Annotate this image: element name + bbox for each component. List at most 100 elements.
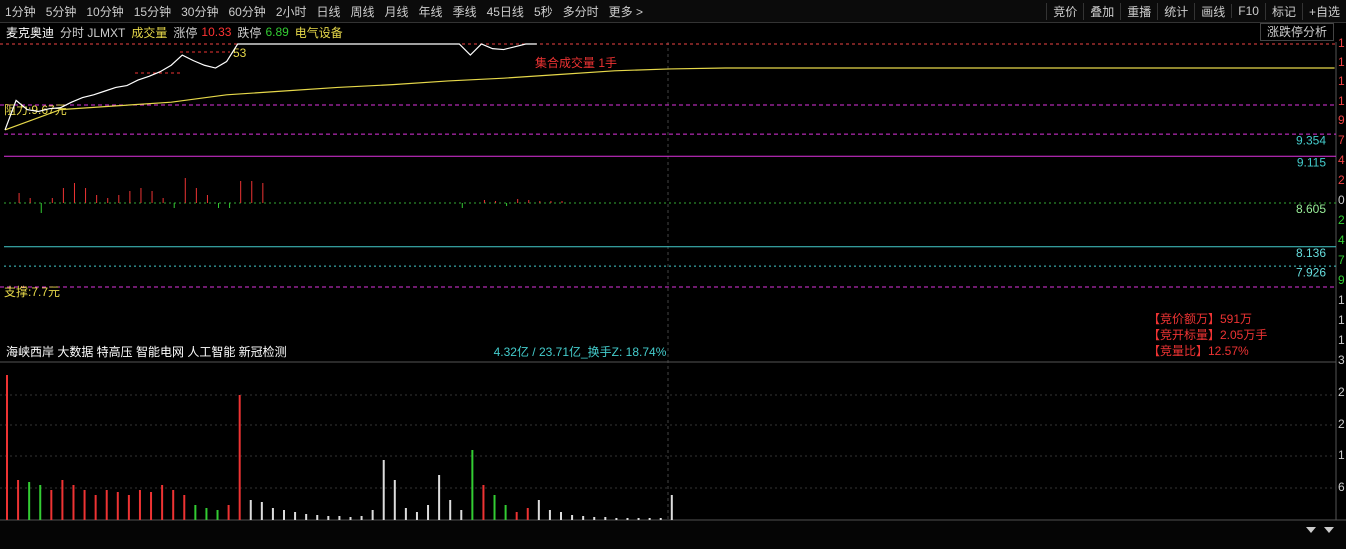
axis-label: 1 xyxy=(1338,94,1345,108)
volume-bar xyxy=(105,490,108,520)
scroll-arrow[interactable] xyxy=(1306,527,1316,533)
period-tabs: 1分钟 5分钟 10分钟 15分钟 30分钟 60分钟 2小时 日线 周线 月线 年线 季线 45日线 5… xyxy=(0,0,648,22)
concepts: 海峡西岸 大数据 特高压 智能电网 人工智能 新冠检测 xyxy=(6,344,287,359)
volume-bar xyxy=(127,495,130,520)
volume-bar xyxy=(17,480,20,520)
period-tab[interactable]: 更多 > xyxy=(608,4,643,19)
resistance-label: 阻力:9.67元 xyxy=(4,103,67,117)
tool-button[interactable]: 画线 xyxy=(1194,2,1231,20)
volume-bar xyxy=(39,485,42,520)
volume-bar xyxy=(393,480,396,520)
tool-button[interactable]: +自选 xyxy=(1301,2,1346,20)
volume-bar xyxy=(205,508,208,520)
period-tab[interactable]: 30分钟 xyxy=(181,4,219,19)
volume-bar xyxy=(449,500,452,520)
period-tab[interactable]: 45日线 xyxy=(486,4,524,19)
period-tab[interactable]: 季线 xyxy=(452,4,477,19)
volume-bar xyxy=(471,450,474,520)
axis-label: 1 xyxy=(1338,313,1345,327)
auction-volume: 集合成交量 1手 xyxy=(535,55,617,70)
tool-button[interactable]: F10 xyxy=(1231,4,1265,18)
period-tab[interactable]: 5秒 xyxy=(533,4,553,19)
volume-bar xyxy=(94,495,97,520)
period: 分时 JLMXT xyxy=(60,25,126,40)
volume-bar xyxy=(648,518,651,520)
period-tab[interactable]: 周线 xyxy=(350,4,375,19)
level-label: 9.354 xyxy=(1296,133,1326,147)
volume-bar xyxy=(404,508,407,520)
volume-bar xyxy=(670,495,673,520)
limit-down-label: 跌停 xyxy=(237,25,262,40)
volume-bar xyxy=(548,510,551,520)
avg-line xyxy=(4,67,1335,131)
volume-bar xyxy=(294,512,297,520)
tool-button[interactable]: 重播 xyxy=(1120,2,1157,20)
volume-bar xyxy=(582,516,585,520)
volume-bar xyxy=(28,482,31,520)
volume-bar xyxy=(161,485,164,520)
period-tab[interactable]: 日线 xyxy=(316,4,341,19)
axis-label: 3 xyxy=(1338,353,1345,367)
axis-label: 1 xyxy=(1338,55,1345,69)
peak-label: 53 xyxy=(233,46,247,60)
turnover: 4.32亿 / 23.71亿_换手Z: 18.74% xyxy=(494,344,667,359)
volume-bar xyxy=(338,516,341,520)
limit-up-value: 10.33 xyxy=(201,25,232,39)
price-line xyxy=(4,43,537,131)
volume-bar xyxy=(61,480,64,520)
volume-bar xyxy=(83,490,86,520)
auction-stat: 【竞开标量】2.05万手 xyxy=(1148,328,1267,342)
level-label: 7.926 xyxy=(1296,265,1326,279)
stock-name: 麦克奥迪 xyxy=(6,25,55,40)
axis-label: 0 xyxy=(1338,193,1345,207)
scroll-bar xyxy=(0,521,1346,549)
period-tab[interactable]: 60分钟 xyxy=(228,4,266,19)
volume-bar xyxy=(438,475,441,520)
volume-bar xyxy=(360,516,363,520)
period-tab[interactable]: 1分钟 xyxy=(5,4,36,19)
volume-bar xyxy=(571,515,574,520)
period-tab[interactable]: 多分时 xyxy=(562,4,599,19)
tool-button[interactable]: 统计 xyxy=(1157,2,1194,20)
volume-bar xyxy=(515,512,518,520)
volume-bar xyxy=(194,505,197,520)
axis-label: 1 xyxy=(1338,333,1345,347)
axis-label: 7 xyxy=(1338,133,1345,147)
volume-bar xyxy=(560,512,562,520)
volume-bar xyxy=(227,505,230,520)
axis-label: 2 xyxy=(1338,385,1345,399)
period-tab[interactable]: 10分钟 xyxy=(86,4,124,19)
volume-bar xyxy=(216,510,219,520)
limit-down-value: 6.89 xyxy=(265,25,289,39)
volume-bar xyxy=(493,495,496,520)
volume-bar xyxy=(283,510,285,520)
analysis-button[interactable]: 涨跌停分析 xyxy=(1259,23,1334,41)
axis-label: 6 xyxy=(1338,480,1345,494)
volume-bar xyxy=(460,510,463,520)
volume-bar xyxy=(72,485,75,520)
axis-label: 2 xyxy=(1338,417,1345,431)
volume-bar xyxy=(327,516,330,520)
axis-label: 4 xyxy=(1338,153,1345,167)
period-tab[interactable]: 15分钟 xyxy=(133,4,172,19)
axis-label: 9 xyxy=(1338,113,1345,127)
scroll-arrow[interactable] xyxy=(1324,527,1334,533)
period-tab[interactable]: 月线 xyxy=(384,4,409,19)
auction-stat: 【竞价额万】591万 xyxy=(1148,312,1252,326)
volume-bar xyxy=(604,517,607,520)
period-tab[interactable]: 5分钟 xyxy=(45,4,77,19)
volume-bar xyxy=(427,505,430,520)
tool-button[interactable]: 叠加 xyxy=(1083,2,1120,20)
volume-bar xyxy=(150,492,153,520)
period-tab[interactable]: 年线 xyxy=(418,4,443,19)
sector: 电气设备 xyxy=(294,25,343,40)
volume-bar xyxy=(316,515,319,520)
volume-bar xyxy=(116,492,119,520)
period-tab[interactable]: 2小时 xyxy=(275,4,307,19)
volume-bar xyxy=(305,514,308,520)
axis-label: 1 xyxy=(1338,74,1345,88)
tool-button[interactable]: 标记 xyxy=(1264,2,1302,20)
indicator: 成交量 xyxy=(131,25,168,40)
tool-button[interactable]: 竞价 xyxy=(1046,2,1083,20)
